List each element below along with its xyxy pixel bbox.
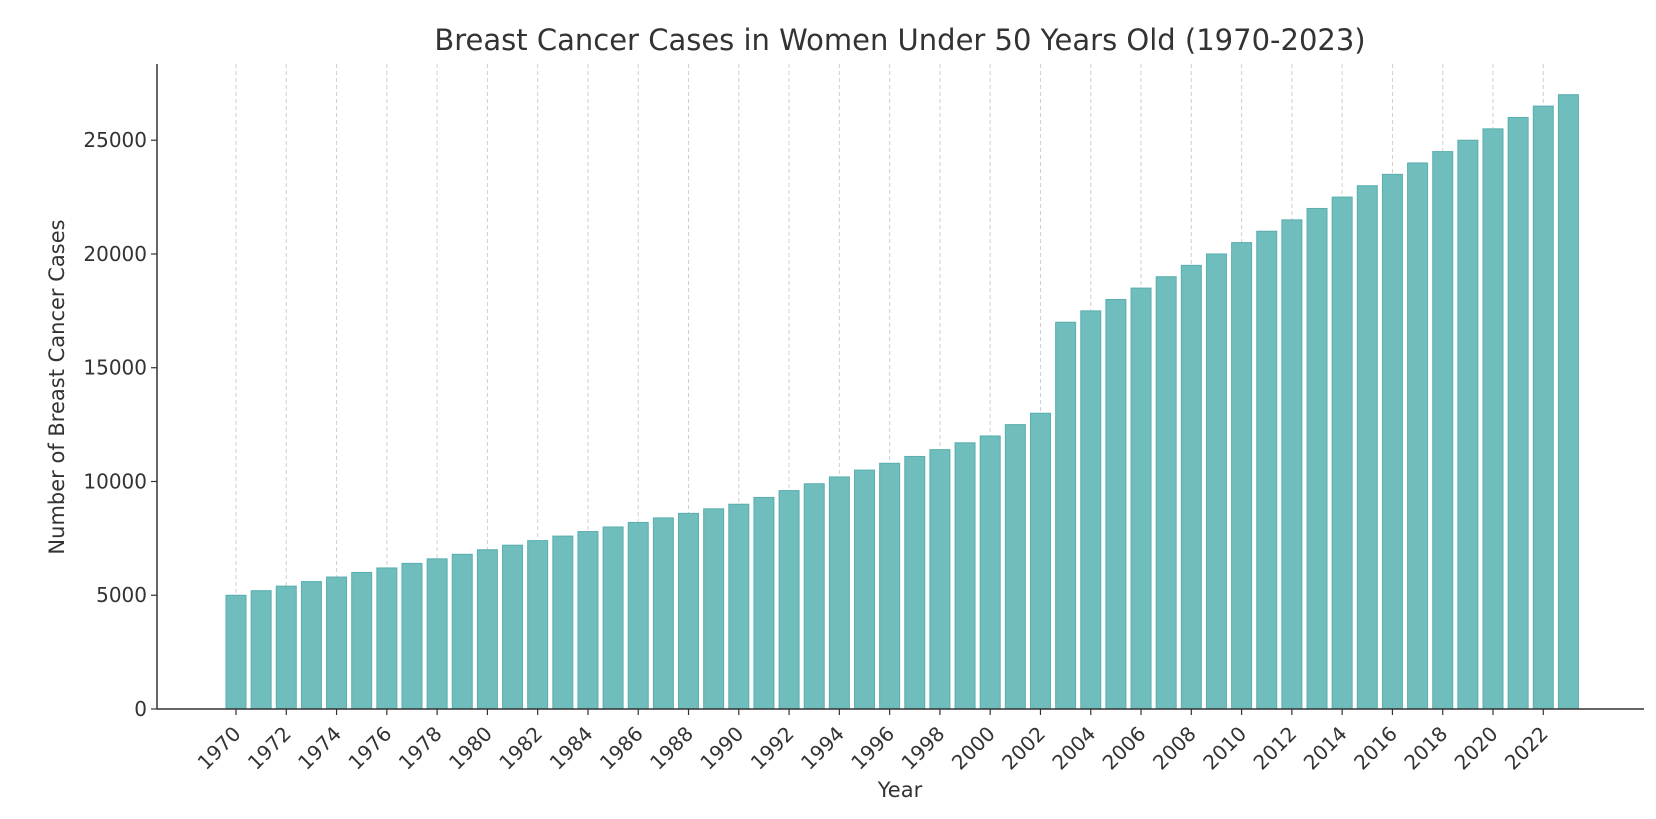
- bar-2003: [1055, 321, 1077, 710]
- y-axis-label: Number of Breast Cancer Cases: [45, 219, 69, 554]
- bar-1981: [502, 544, 524, 710]
- bar-1985: [602, 526, 624, 710]
- bar-2004: [1080, 310, 1102, 710]
- bar-1987: [652, 517, 674, 710]
- bar-2022: [1532, 105, 1554, 710]
- x-tick-label-2002: 2002: [997, 722, 1050, 775]
- bar-1973: [300, 581, 322, 710]
- bar-2005: [1105, 298, 1127, 710]
- bar-1995: [854, 469, 875, 710]
- x-tick-label-1970: 1970: [193, 722, 246, 775]
- bar-1997: [904, 455, 926, 710]
- bar-1986: [627, 521, 649, 710]
- bar-2001: [1004, 424, 1026, 710]
- bar-2012: [1281, 219, 1303, 710]
- x-axis-label: Year: [877, 778, 923, 802]
- bar-1988: [678, 512, 700, 710]
- bar-1972: [275, 585, 297, 710]
- bar-2014: [1331, 196, 1353, 710]
- bar-2019: [1457, 139, 1479, 710]
- y-tick-label-20000: 20000: [83, 242, 147, 266]
- y-tick-label-5000: 5000: [96, 583, 147, 607]
- bar-1994: [828, 476, 850, 710]
- bar-1970: [225, 594, 247, 710]
- bar-1971: [250, 590, 272, 710]
- x-tick-label-2018: 2018: [1399, 722, 1452, 775]
- x-tick-label-1994: 1994: [796, 722, 849, 775]
- x-tick-label-1984: 1984: [545, 722, 598, 775]
- x-tick-label-1972: 1972: [243, 722, 296, 775]
- chart-title: Breast Cancer Cases in Women Under 50 Ye…: [434, 23, 1365, 57]
- bar-1989: [703, 508, 725, 710]
- bar-1990: [728, 503, 750, 710]
- x-tick-label-2006: 2006: [1098, 722, 1151, 775]
- x-tick-label-1992: 1992: [746, 722, 799, 775]
- bar-1979: [451, 553, 473, 710]
- bars: [225, 94, 1579, 710]
- x-tick-label-2010: 2010: [1198, 722, 1251, 775]
- x-tick-label-2014: 2014: [1299, 722, 1352, 775]
- bar-2015: [1356, 185, 1378, 710]
- bar-1980: [476, 549, 498, 710]
- bar-1976: [376, 567, 398, 710]
- bar-1993: [803, 483, 825, 710]
- bar-1992: [778, 490, 800, 710]
- axes: [156, 64, 1644, 710]
- bar-1984: [577, 531, 599, 710]
- bar-1999: [954, 442, 976, 710]
- bar-1982: [527, 540, 549, 710]
- bar-2011: [1256, 230, 1278, 710]
- x-tick-label-1974: 1974: [293, 722, 346, 775]
- bar-1977: [401, 562, 423, 710]
- x-tick-label-1996: 1996: [846, 722, 899, 775]
- bar-2016: [1381, 173, 1403, 710]
- x-tick-label-1998: 1998: [896, 722, 949, 775]
- bar-2009: [1205, 253, 1227, 710]
- x-tick-label-1982: 1982: [494, 722, 547, 775]
- x-tick-label-2012: 2012: [1248, 722, 1301, 775]
- x-tick-label-2020: 2020: [1450, 722, 1503, 775]
- bar-1974: [326, 576, 348, 710]
- x-tick-labels: 1970197219741976197819801982198419861988…: [193, 709, 1553, 775]
- bar-1975: [351, 571, 373, 710]
- x-tick-label-2004: 2004: [1047, 722, 1100, 775]
- y-tick-label-10000: 10000: [83, 469, 147, 493]
- bar-2018: [1432, 151, 1454, 710]
- x-tick-label-2008: 2008: [1148, 722, 1201, 775]
- bar-1996: [879, 462, 901, 710]
- bar-1983: [552, 535, 574, 710]
- y-tick-labels: 0 5000 10000 15000 20000 25000: [83, 128, 157, 721]
- bar-2000: [979, 435, 1001, 710]
- bar-2021: [1507, 116, 1529, 710]
- bar-2006: [1130, 287, 1152, 710]
- bar-2020: [1482, 128, 1504, 710]
- bar-2010: [1231, 242, 1253, 710]
- x-tick-label-1988: 1988: [645, 722, 698, 775]
- x-tick-label-2016: 2016: [1349, 722, 1402, 775]
- bar-2007: [1155, 276, 1177, 710]
- y-tick-label-0: 0: [134, 697, 147, 721]
- x-tick-label-2022: 2022: [1500, 722, 1553, 775]
- x-tick-label-1978: 1978: [394, 722, 447, 775]
- bar-1991: [753, 496, 775, 710]
- bar-1998: [929, 449, 951, 710]
- bar-2008: [1180, 264, 1202, 710]
- x-tick-label-1980: 1980: [444, 722, 497, 775]
- x-tick-label-2000: 2000: [947, 722, 1000, 775]
- bar-2017: [1407, 162, 1429, 710]
- y-tick-label-15000: 15000: [83, 356, 147, 380]
- y-tick-label-25000: 25000: [83, 128, 147, 152]
- x-tick-label-1986: 1986: [595, 722, 648, 775]
- x-tick-label-1976: 1976: [343, 722, 396, 775]
- bar-2023: [1557, 94, 1579, 710]
- bar-1978: [426, 558, 448, 710]
- bar-2002: [1029, 412, 1051, 710]
- x-tick-label-1990: 1990: [695, 722, 748, 775]
- bar-2013: [1306, 207, 1328, 710]
